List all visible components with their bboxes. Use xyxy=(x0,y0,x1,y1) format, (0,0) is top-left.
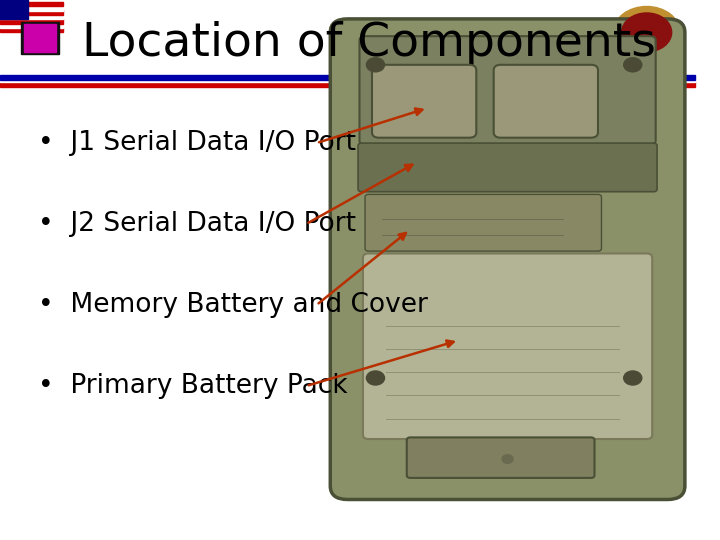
Text: •  Memory Battery and Cover: • Memory Battery and Cover xyxy=(38,292,428,318)
Bar xyxy=(0,28,63,32)
Bar xyxy=(0,82,696,87)
Text: •  Primary Battery Pack: • Primary Battery Pack xyxy=(38,373,348,399)
Bar xyxy=(0,75,696,80)
Circle shape xyxy=(366,58,384,72)
FancyBboxPatch shape xyxy=(372,65,477,138)
Circle shape xyxy=(502,455,513,463)
FancyBboxPatch shape xyxy=(363,253,652,439)
Circle shape xyxy=(613,6,680,58)
Bar xyxy=(0,80,696,82)
Text: •  J2 Serial Data I/O Port: • J2 Serial Data I/O Port xyxy=(38,211,356,237)
FancyBboxPatch shape xyxy=(494,65,598,138)
Text: •  J1 Serial Data I/O Port: • J1 Serial Data I/O Port xyxy=(38,130,356,156)
Bar xyxy=(0,0,696,78)
Bar xyxy=(0,19,63,24)
Bar xyxy=(0,10,63,15)
FancyBboxPatch shape xyxy=(330,19,685,500)
FancyBboxPatch shape xyxy=(359,36,656,145)
Circle shape xyxy=(624,371,642,385)
Bar xyxy=(21,22,59,54)
Circle shape xyxy=(621,13,672,52)
FancyBboxPatch shape xyxy=(365,194,601,251)
Bar xyxy=(0,0,28,19)
Text: Location of Components: Location of Components xyxy=(81,21,655,66)
Bar xyxy=(0,6,63,11)
Bar xyxy=(0,2,63,6)
Circle shape xyxy=(624,58,642,72)
Bar xyxy=(0,23,63,28)
Circle shape xyxy=(366,371,384,385)
Bar xyxy=(24,24,56,52)
FancyBboxPatch shape xyxy=(358,143,657,192)
Bar xyxy=(0,15,63,19)
FancyBboxPatch shape xyxy=(407,437,595,478)
